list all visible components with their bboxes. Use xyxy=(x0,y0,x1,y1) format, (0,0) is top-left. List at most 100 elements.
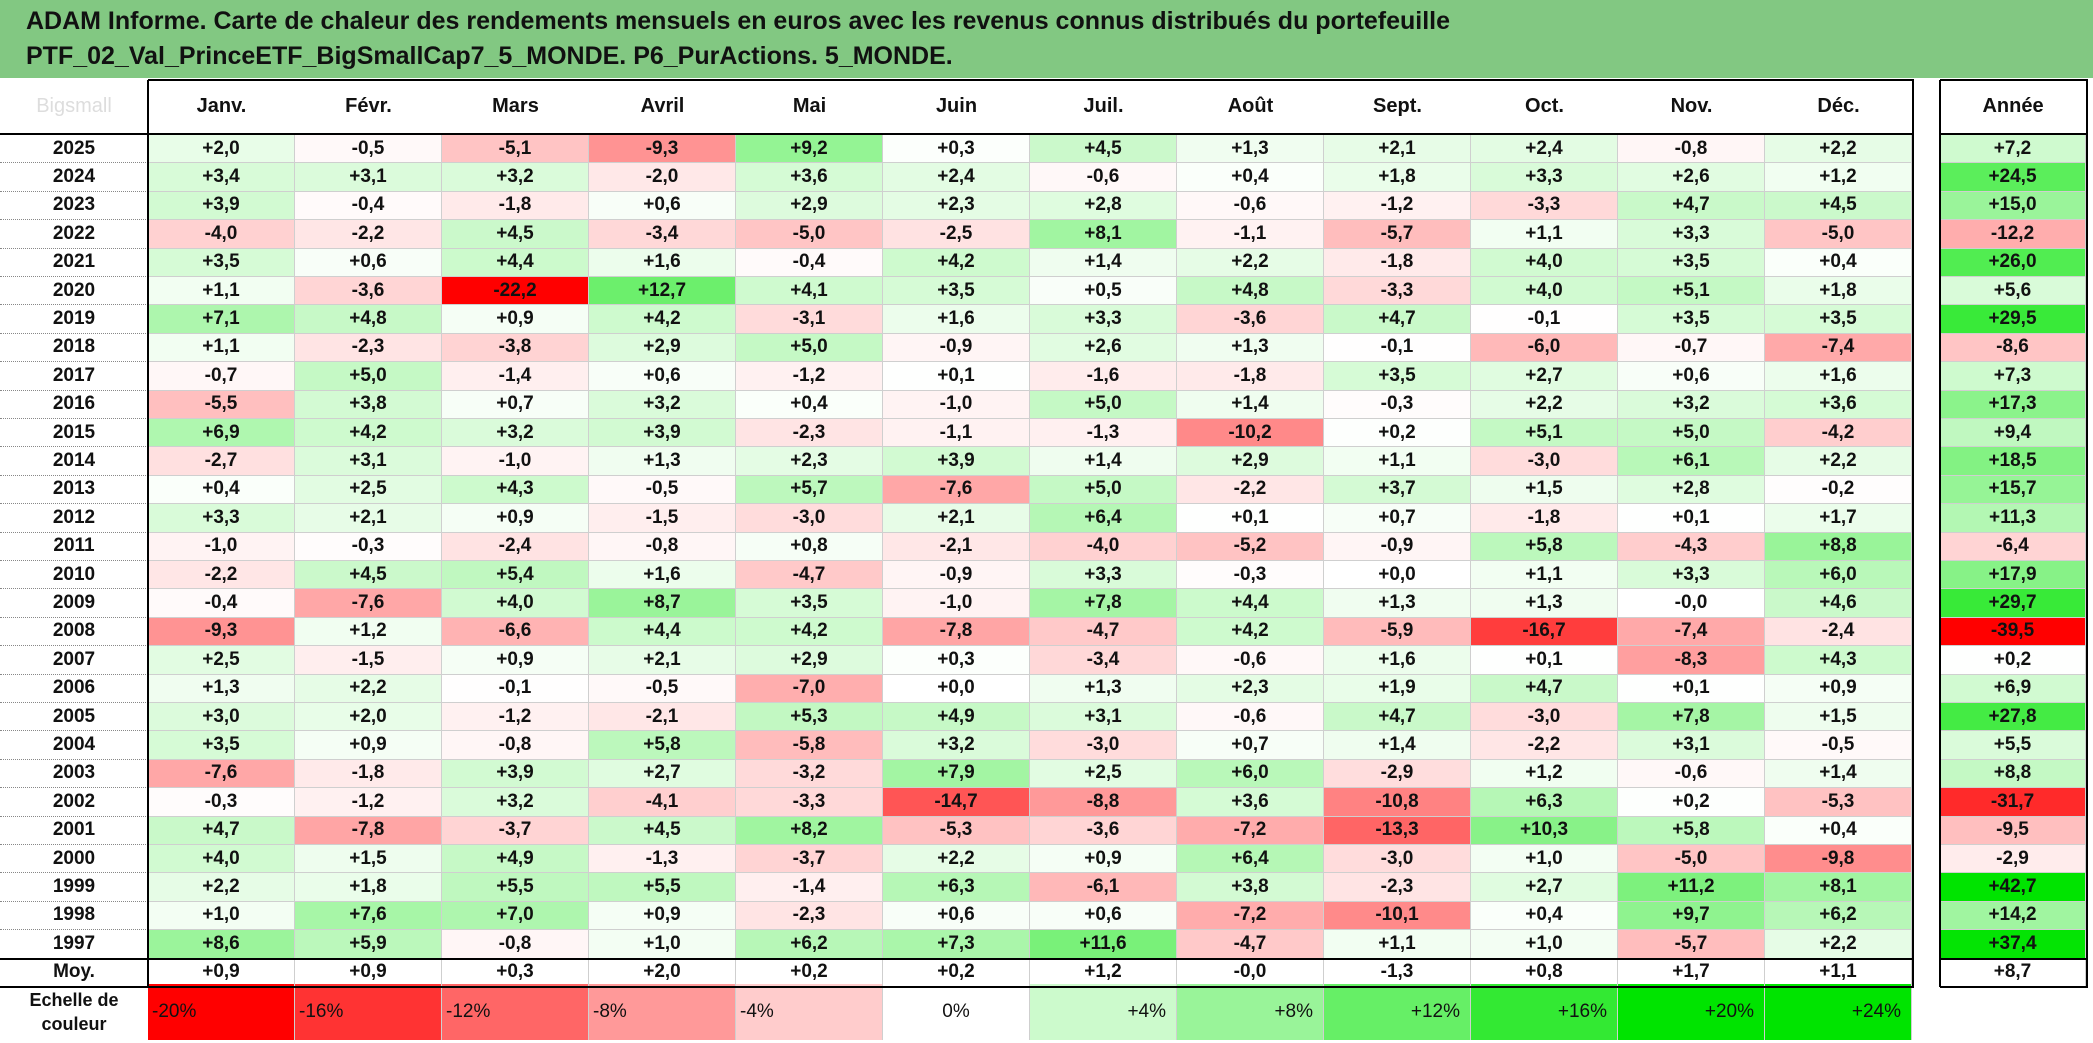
legend-swatch: +8% xyxy=(1177,984,1324,1040)
heatmap-cell: -1,0 xyxy=(442,447,589,476)
heatmap-cell: -6,6 xyxy=(442,617,589,647)
heatmap-cell: +2,3 xyxy=(736,447,883,476)
heatmap-cell: +0,3 xyxy=(442,958,589,987)
annual-cell: +42,7 xyxy=(1940,873,2086,902)
heatmap-cell: -10,1 xyxy=(1324,901,1471,931)
year-label: 2002 xyxy=(0,788,148,817)
heatmap-cell: -0,4 xyxy=(295,191,442,221)
heatmap-cell: -4,7 xyxy=(1177,930,1324,959)
heatmap-cell: +4,4 xyxy=(1177,589,1324,618)
heatmap-cell: +4,3 xyxy=(1765,646,1912,675)
heatmap-cell: -2,9 xyxy=(1324,759,1471,789)
heatmap-cell: +9,7 xyxy=(1618,901,1765,931)
heatmap-cell: -1,3 xyxy=(1324,958,1471,987)
heatmap-cell: -0,9 xyxy=(1324,532,1471,561)
heatmap-cell: -4,7 xyxy=(736,561,883,590)
heatmap-cell: +1,1 xyxy=(1324,447,1471,476)
annual-cell: +7,3 xyxy=(1940,362,2086,391)
heatmap-cell: +4,7 xyxy=(1618,191,1765,221)
heatmap-cell: -2,3 xyxy=(736,419,883,448)
heatmap-cell: +6,0 xyxy=(1765,561,1912,590)
heatmap-cell: +10,3 xyxy=(1471,816,1618,845)
heatmap-cell: +3,9 xyxy=(442,759,589,789)
heatmap-cell: -1,5 xyxy=(295,646,442,675)
year-label: 2022 xyxy=(0,220,148,249)
heatmap-cell: +7,3 xyxy=(883,930,1030,959)
heatmap-cell: +5,1 xyxy=(1618,277,1765,306)
legend-swatch: -8% xyxy=(589,984,736,1040)
heatmap-cell: -7,2 xyxy=(1177,816,1324,845)
heatmap-cell: +4,5 xyxy=(295,561,442,590)
heatmap-cell: -0,3 xyxy=(1324,390,1471,419)
heatmap-cell: -0,6 xyxy=(1177,646,1324,675)
heatmap-cell: -2,3 xyxy=(295,333,442,363)
legend-swatch: -4% xyxy=(736,984,883,1040)
year-label: 1997 xyxy=(0,930,148,959)
heatmap-cell: -0,6 xyxy=(1030,163,1177,192)
heatmap-cell: +3,9 xyxy=(883,447,1030,476)
column-header-5: Mai xyxy=(792,95,827,117)
heatmap-cell: +1,6 xyxy=(589,561,736,590)
annual-cell: -31,7 xyxy=(1940,788,2086,817)
heatmap-cell: +4,2 xyxy=(1177,617,1324,647)
heatmap-cell: +5,7 xyxy=(736,475,883,505)
column-header-10: Oct. xyxy=(1525,95,1564,117)
heatmap-cell: -3,4 xyxy=(1030,646,1177,675)
heatmap-cell: +6,2 xyxy=(1765,901,1912,931)
year-label: 2017 xyxy=(0,362,148,391)
heatmap-cell: -2,3 xyxy=(1324,873,1471,902)
heatmap-cell: -2,2 xyxy=(295,220,442,249)
heatmap-cell: +0,2 xyxy=(1618,788,1765,817)
heatmap-cell: -3,1 xyxy=(736,305,883,334)
heatmap-cell: +0,6 xyxy=(1618,362,1765,391)
year-label: 2016 xyxy=(0,391,148,419)
heatmap-cell: +0,0 xyxy=(1324,561,1471,590)
heatmap-cell: +1,4 xyxy=(1177,390,1324,419)
heatmap-cell: +1,3 xyxy=(1177,135,1324,164)
heatmap-cell: +5,8 xyxy=(1471,532,1618,561)
heatmap-cell: -2,7 xyxy=(148,447,295,476)
heatmap-cell: -22,2 xyxy=(442,277,589,306)
heatmap-cell: +0,6 xyxy=(1030,901,1177,931)
heatmap-cell: -1,8 xyxy=(1324,248,1471,277)
heatmap-cell: +3,2 xyxy=(442,163,589,192)
grid-line xyxy=(0,986,1914,988)
heatmap-cell: -1,3 xyxy=(1030,419,1177,448)
heatmap-cell: +4,2 xyxy=(295,419,442,448)
annual-cell: +9,4 xyxy=(1940,419,2086,448)
heatmap-cell: +3,6 xyxy=(736,163,883,192)
heatmap-cell: +1,9 xyxy=(1324,674,1471,703)
year-label: 2015 xyxy=(0,419,148,448)
heatmap-cell: -9,3 xyxy=(148,617,295,647)
heatmap-cell: +0,6 xyxy=(295,248,442,277)
year-label: 1999 xyxy=(0,873,148,902)
annual-cell: -12,2 xyxy=(1940,220,2086,249)
heatmap-cell: +1,2 xyxy=(1471,759,1618,789)
heatmap-cell: +0,0 xyxy=(883,674,1030,703)
year-label: 2003 xyxy=(0,760,148,789)
heatmap-cell: +8,2 xyxy=(736,816,883,845)
heatmap-cell: -0,2 xyxy=(1765,475,1912,505)
heatmap-cell: -5,0 xyxy=(1618,845,1765,874)
annual-cell: +6,9 xyxy=(1940,674,2086,703)
heatmap-cell: +3,1 xyxy=(1618,731,1765,760)
year-label: 2008 xyxy=(0,618,148,647)
heatmap-cell: +0,5 xyxy=(1030,277,1177,306)
annual-cell: +29,7 xyxy=(1940,589,2086,618)
year-label: 2021 xyxy=(0,249,148,277)
heatmap-cell: -0,7 xyxy=(148,362,295,391)
heatmap-cell: +1,1 xyxy=(148,277,295,306)
heatmap-cell: +4,2 xyxy=(736,617,883,647)
year-label: 2024 xyxy=(0,163,148,192)
grid-line xyxy=(2086,80,2088,987)
heatmap-cell: +0,9 xyxy=(442,504,589,533)
column-header-1: Janv. xyxy=(196,95,247,117)
heatmap-cell: -3,0 xyxy=(736,504,883,533)
heatmap-cell: -1,1 xyxy=(1177,220,1324,249)
heatmap-cell: -3,0 xyxy=(1471,447,1618,476)
heatmap-cell: +1,6 xyxy=(1324,646,1471,675)
heatmap-cell: +1,0 xyxy=(1471,845,1618,874)
heatmap-cell: -3,0 xyxy=(1030,731,1177,760)
heatmap-cell: +1,5 xyxy=(1471,475,1618,505)
annual-cell: -2,9 xyxy=(1940,845,2086,874)
